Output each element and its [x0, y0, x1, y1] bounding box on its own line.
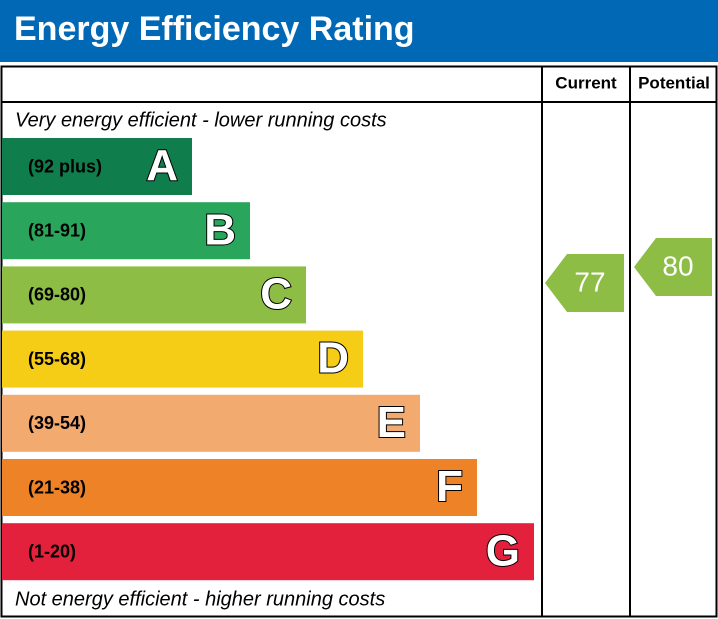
- table-border: [0, 65, 718, 618]
- band-range: (21-38): [28, 477, 86, 497]
- potential-header: Potential: [638, 73, 710, 92]
- potential-score: 80: [662, 250, 693, 281]
- band-letter: D: [317, 334, 349, 383]
- band-bar: [2, 459, 477, 516]
- bottom-note: Not energy efficient - higher running co…: [15, 588, 385, 610]
- band-bar: [2, 523, 534, 581]
- top-note: Very energy efficient - lower running co…: [15, 109, 387, 131]
- band-letter: E: [377, 398, 406, 447]
- band-range: (55-68): [28, 349, 86, 369]
- current-arrow: [545, 254, 624, 312]
- band-range: (92 plus): [28, 156, 102, 176]
- band-range: (1-20): [28, 541, 76, 561]
- band-bar: [2, 202, 250, 260]
- band-letter: B: [204, 205, 236, 254]
- band-range: (81-91): [28, 220, 86, 240]
- band-range: (69-80): [28, 285, 86, 305]
- bands: (92 plus) A (81-91) B (69-80) C (55-68) D (39-54…: [2, 138, 534, 581]
- band-bar: [2, 266, 306, 324]
- band-letter: C: [260, 270, 292, 319]
- band-bar: [2, 330, 363, 388]
- band-bar: [2, 138, 192, 195]
- current-header: Current: [555, 73, 617, 92]
- potential-arrow: [634, 238, 712, 296]
- band-bar: [2, 394, 420, 452]
- title: Energy Efficiency Rating: [14, 10, 415, 48]
- band-letter: F: [436, 462, 463, 511]
- current-score: 77: [574, 266, 605, 297]
- band-range: (39-54): [28, 413, 86, 433]
- band-letter: G: [486, 526, 520, 575]
- header-bar: [0, 0, 718, 62]
- band-letter: A: [146, 141, 178, 190]
